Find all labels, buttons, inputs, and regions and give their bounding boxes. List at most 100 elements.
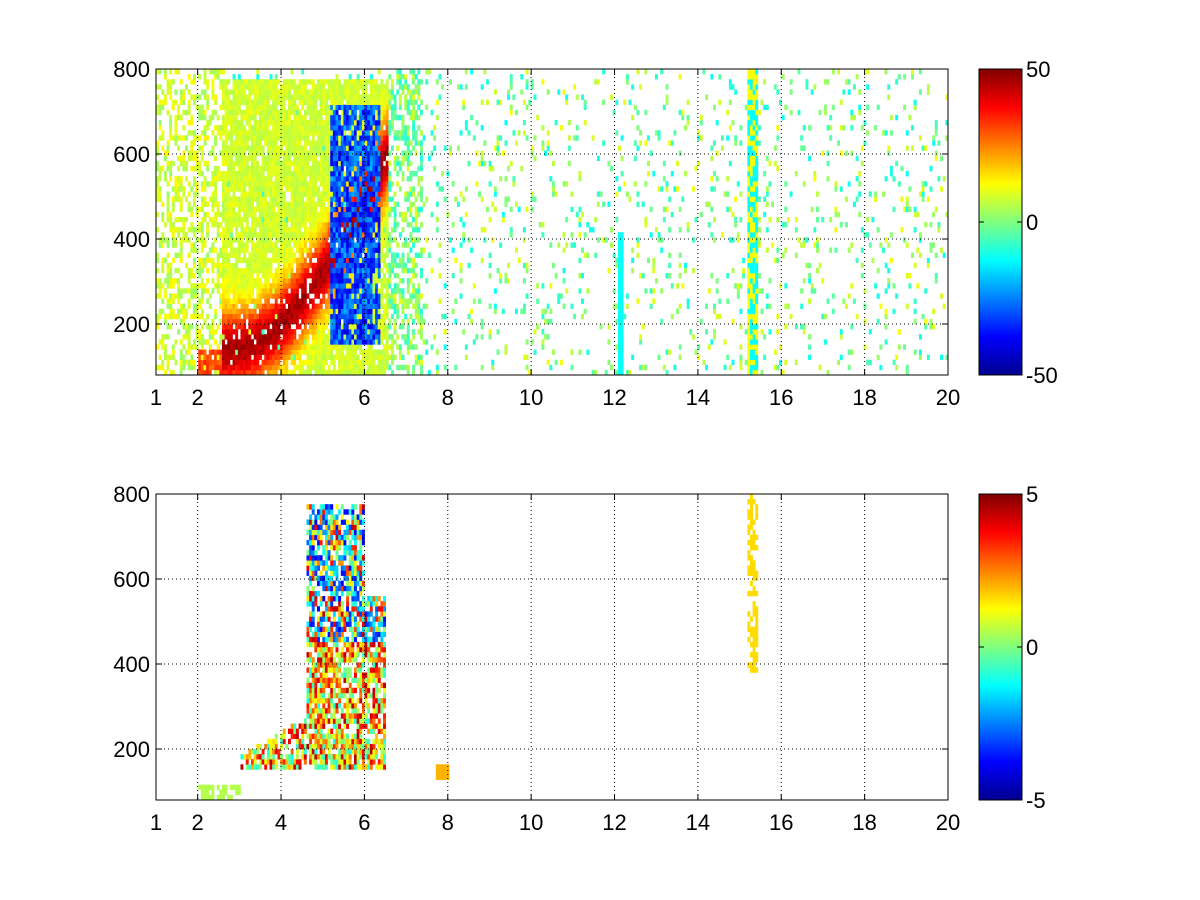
heatmap-cell <box>388 160 392 167</box>
heatmap-cell <box>171 344 175 350</box>
heatmap-cell <box>277 329 281 335</box>
heatmap-cell <box>245 211 249 218</box>
heatmap-cell <box>401 257 405 264</box>
heatmap-cell <box>248 201 252 207</box>
heatmap-cell <box>288 247 291 253</box>
heatmap-cell <box>404 216 408 223</box>
heatmap-cell <box>227 165 231 172</box>
heatmap-cell <box>192 155 196 162</box>
heatmap-cell <box>356 298 360 304</box>
heatmap-cell <box>488 252 492 258</box>
heatmap-cell <box>227 298 231 304</box>
heatmap-cell <box>295 303 299 309</box>
heatmap-cell <box>187 339 191 345</box>
heatmap-cell <box>301 247 305 253</box>
heatmap-cell <box>420 130 423 136</box>
heatmap-cell <box>620 329 624 335</box>
heatmap-cell <box>496 267 500 274</box>
heatmap-cell <box>306 104 310 111</box>
heatmap-cell <box>533 349 537 355</box>
heatmap-cell <box>243 135 247 141</box>
heatmap-cell <box>253 125 257 131</box>
heatmap-cell <box>179 201 183 207</box>
heatmap-cell <box>443 344 447 350</box>
heatmap-cell <box>348 227 352 233</box>
heatmap-cell <box>398 160 402 167</box>
heatmap-cell <box>156 364 159 371</box>
heatmap-cell <box>393 206 397 213</box>
heatmap-cell <box>253 324 257 330</box>
heatmap-cell <box>541 79 545 85</box>
heatmap-cell <box>293 252 297 258</box>
heatmap-cell <box>525 354 529 360</box>
heatmap-cell <box>245 329 249 335</box>
heatmap-cell <box>222 308 225 315</box>
heatmap-cell <box>367 222 371 228</box>
heatmap-cell <box>356 318 360 325</box>
heatmap-cell <box>258 125 262 131</box>
heatmap-cell <box>298 125 302 131</box>
heatmap-cell <box>253 257 257 264</box>
heatmap-cell <box>390 262 394 269</box>
heatmap-cell <box>377 216 381 223</box>
heatmap-cell <box>156 344 159 350</box>
heatmap-cell <box>311 313 315 320</box>
heatmap-cell <box>398 211 402 218</box>
heatmap-cell <box>166 160 170 167</box>
heatmap-cell <box>219 79 223 85</box>
heatmap-cell <box>251 201 254 207</box>
heatmap-cell <box>354 267 357 274</box>
heatmap-cell <box>269 104 273 111</box>
heatmap-cell <box>610 94 614 100</box>
heatmap-cell <box>406 176 410 182</box>
heatmap-cell <box>235 262 239 269</box>
heatmap-cell <box>171 222 175 228</box>
heatmap-cell <box>420 308 423 315</box>
heatmap-cell <box>198 283 202 289</box>
heatmap-cell <box>414 313 418 320</box>
heatmap-cell <box>290 94 294 100</box>
heatmap-cell <box>277 273 281 279</box>
heatmap-cell <box>163 150 167 156</box>
heatmap-cell <box>620 369 624 376</box>
heatmap-cell <box>324 125 328 131</box>
heatmap-cell <box>290 318 294 325</box>
heatmap-cell <box>398 324 402 330</box>
heatmap-cell <box>364 125 368 131</box>
heatmap-cell <box>274 313 278 320</box>
heatmap-cell <box>317 339 320 345</box>
heatmap-cell <box>319 206 323 213</box>
heatmap-cell <box>301 114 305 121</box>
heatmap-cell <box>501 216 505 223</box>
heatmap-cell <box>261 283 265 289</box>
heatmap-cell <box>332 222 336 228</box>
heatmap-cell <box>369 293 373 299</box>
heatmap-cell <box>351 150 355 156</box>
heatmap-cell <box>309 232 313 238</box>
heatmap-cell <box>251 181 254 187</box>
heatmap-cell <box>522 130 526 136</box>
heatmap-cell <box>383 216 386 223</box>
heatmap-cell <box>174 120 178 126</box>
heatmap-cell <box>372 262 376 269</box>
heatmap-cell <box>393 216 397 223</box>
heatmap-cell <box>190 120 194 126</box>
heatmap-cell <box>377 186 381 192</box>
heatmap-cell <box>156 165 159 172</box>
heatmap-cell <box>383 104 386 111</box>
heatmap-cell <box>274 227 278 233</box>
heatmap-cell <box>303 273 307 279</box>
heatmap-cell <box>248 308 252 315</box>
heatmap-cell <box>248 165 252 172</box>
heatmap-cell <box>272 191 276 197</box>
heatmap-cell <box>462 104 466 111</box>
heatmap-cell <box>380 201 384 207</box>
heatmap-cell <box>401 171 405 177</box>
heatmap-cell <box>269 359 273 366</box>
heatmap-cell <box>369 160 373 167</box>
heatmap-cell <box>406 125 410 131</box>
heatmap-cell <box>303 135 307 141</box>
heatmap-cell <box>243 211 247 218</box>
heatmap-cell <box>377 369 381 376</box>
heatmap-cell <box>311 94 315 100</box>
